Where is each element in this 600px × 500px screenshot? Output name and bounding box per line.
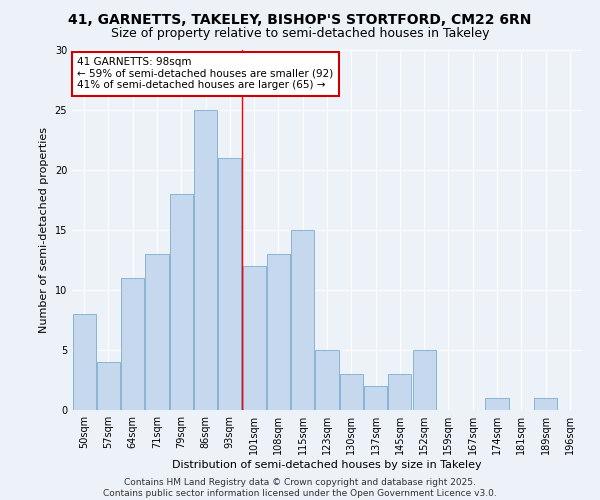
Bar xyxy=(242,266,266,410)
Bar xyxy=(218,158,241,410)
Bar xyxy=(316,350,338,410)
Bar xyxy=(97,362,120,410)
Text: 41 GARNETTS: 98sqm
← 59% of semi-detached houses are smaller (92)
41% of semi-de: 41 GARNETTS: 98sqm ← 59% of semi-detache… xyxy=(77,57,334,90)
Text: 41, GARNETTS, TAKELEY, BISHOP'S STORTFORD, CM22 6RN: 41, GARNETTS, TAKELEY, BISHOP'S STORTFOR… xyxy=(68,12,532,26)
Bar xyxy=(267,254,290,410)
Y-axis label: Number of semi-detached properties: Number of semi-detached properties xyxy=(39,127,49,333)
Bar xyxy=(388,374,412,410)
Bar xyxy=(121,278,144,410)
Bar xyxy=(340,374,363,410)
Text: Size of property relative to semi-detached houses in Takeley: Size of property relative to semi-detach… xyxy=(111,28,489,40)
Bar xyxy=(194,110,217,410)
Bar xyxy=(170,194,193,410)
Bar xyxy=(364,386,387,410)
Bar xyxy=(413,350,436,410)
Bar xyxy=(485,398,509,410)
Bar xyxy=(73,314,95,410)
Bar xyxy=(145,254,169,410)
Bar xyxy=(291,230,314,410)
Bar xyxy=(534,398,557,410)
X-axis label: Distribution of semi-detached houses by size in Takeley: Distribution of semi-detached houses by … xyxy=(172,460,482,470)
Text: Contains HM Land Registry data © Crown copyright and database right 2025.
Contai: Contains HM Land Registry data © Crown c… xyxy=(103,478,497,498)
